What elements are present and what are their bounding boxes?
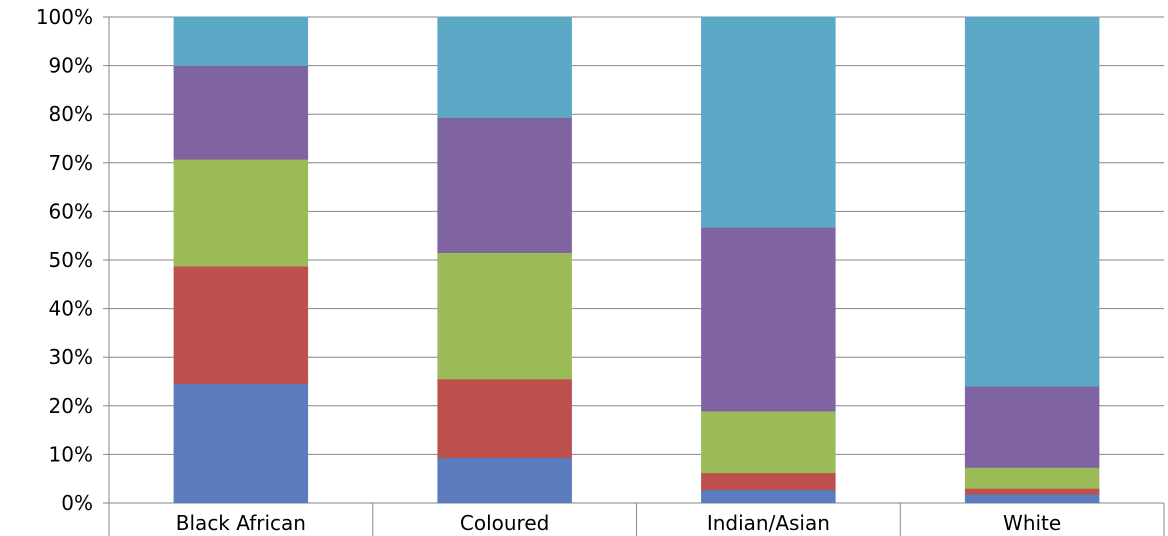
bar-segment	[173, 16, 309, 66]
bar-segment	[173, 266, 309, 385]
bar-segment	[701, 16, 836, 228]
y-tick-label: 70%	[49, 151, 93, 175]
bar-segment	[964, 386, 1100, 468]
y-tick-label: 20%	[49, 394, 93, 418]
x-category-label: White	[1003, 511, 1061, 535]
y-tick-label: 40%	[49, 297, 93, 321]
bar-segment	[701, 227, 836, 412]
bar-segment	[437, 117, 572, 253]
y-tick-label: 100%	[36, 5, 93, 29]
bar-segment	[173, 383, 309, 504]
y-tick-label: 50%	[49, 248, 93, 272]
x-category-label: Indian/Asian	[707, 511, 830, 535]
bar-segment	[964, 488, 1100, 495]
y-tick-label: 80%	[49, 102, 93, 126]
bar-segment	[173, 159, 309, 267]
x-category-label: Coloured	[460, 511, 549, 535]
bar-segment	[437, 378, 572, 459]
y-tick-label: 10%	[49, 442, 93, 466]
x-category-label: Black African	[176, 511, 306, 535]
bar-segment	[701, 410, 836, 474]
bar-segment	[964, 467, 1100, 489]
y-tick-label: 90%	[49, 54, 93, 78]
bar-segment	[701, 472, 836, 491]
bar-segment	[701, 489, 836, 504]
axes	[103, 16, 1165, 536]
bars	[173, 16, 1100, 504]
y-tick-label: 0%	[61, 491, 93, 515]
bar-segment	[437, 457, 572, 504]
axis-labels: 0% 10% 20% 30% 40% 50% 60% 70% 80% 90% 100% Black A…	[36, 5, 1061, 535]
y-tick-label: 60%	[49, 199, 93, 223]
y-tick-label: 30%	[49, 345, 93, 369]
bar-segment	[437, 252, 572, 380]
bar-segment	[437, 16, 572, 118]
bar-segment	[964, 494, 1100, 504]
bar-segment	[173, 65, 309, 160]
bar-segment	[964, 16, 1100, 387]
